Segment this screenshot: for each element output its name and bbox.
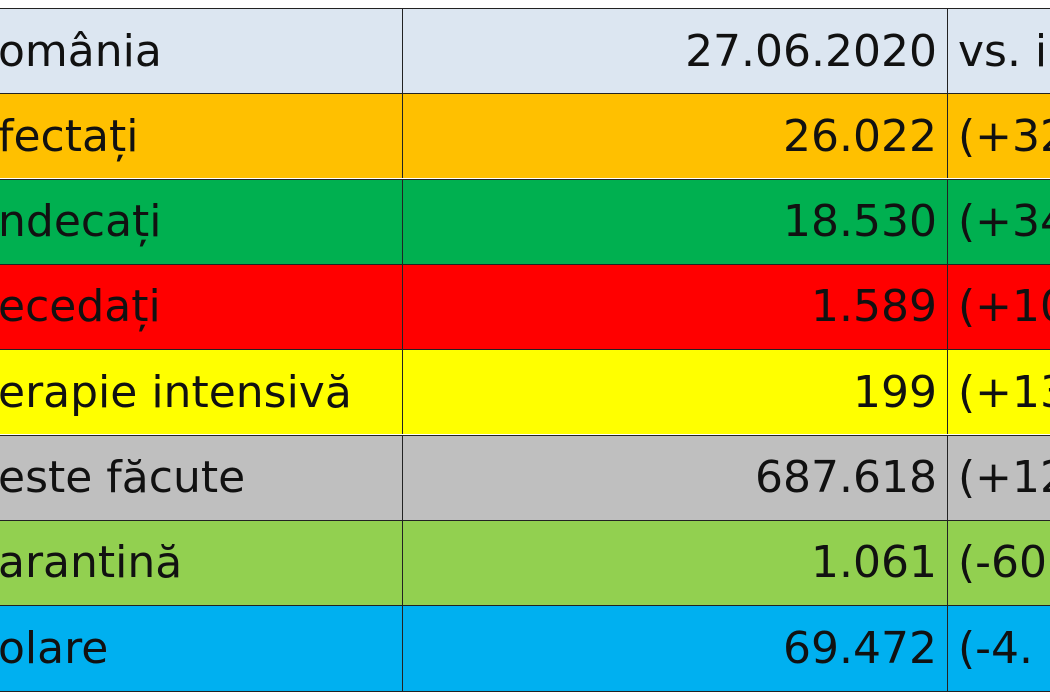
table-cell[interactable]: (+13 [958,366,1050,418]
table-cell[interactable]: 199 [403,350,948,435]
table-cell[interactable]: (+34 [958,196,1050,248]
table-cell[interactable]: vs. i [958,25,1048,77]
table-row: arantină 1.061 (-60 [0,519,1050,605]
table-cell[interactable]: (+10 [958,281,1050,333]
table-cell[interactable]: 27.06.2020 [403,9,948,93]
table-cell[interactable]: olare [0,606,403,692]
table-cell[interactable]: (+32 [958,110,1050,162]
table-cell[interactable]: 69.472 [403,606,948,692]
table-cell[interactable]: (+12 [958,452,1050,503]
table-cell[interactable]: (-4. [958,623,1034,675]
table-cell[interactable]: arantină [0,520,403,605]
header-row: omânia 27.06.2020 vs. i [0,8,1050,93]
table-cell[interactable]: erapie intensivă [0,350,403,435]
table-cell[interactable]: ndecați [0,179,403,264]
table-cell[interactable]: 18.530 [403,179,948,264]
table-cell[interactable]: (-60 [958,537,1048,589]
table-cell[interactable]: 1.589 [403,264,948,349]
table-cell[interactable]: 26.022 [403,94,948,179]
table-cell[interactable]: omânia [0,9,403,93]
table-cell[interactable]: este făcute [0,435,403,520]
table-row: olare 69.472 (-4. [0,605,1050,693]
table-cell[interactable]: ecedați [0,264,403,349]
table-cell[interactable]: fectați [0,94,403,179]
table-cell[interactable]: 1.061 [403,520,948,605]
table-cell[interactable]: 687.618 [403,435,948,520]
